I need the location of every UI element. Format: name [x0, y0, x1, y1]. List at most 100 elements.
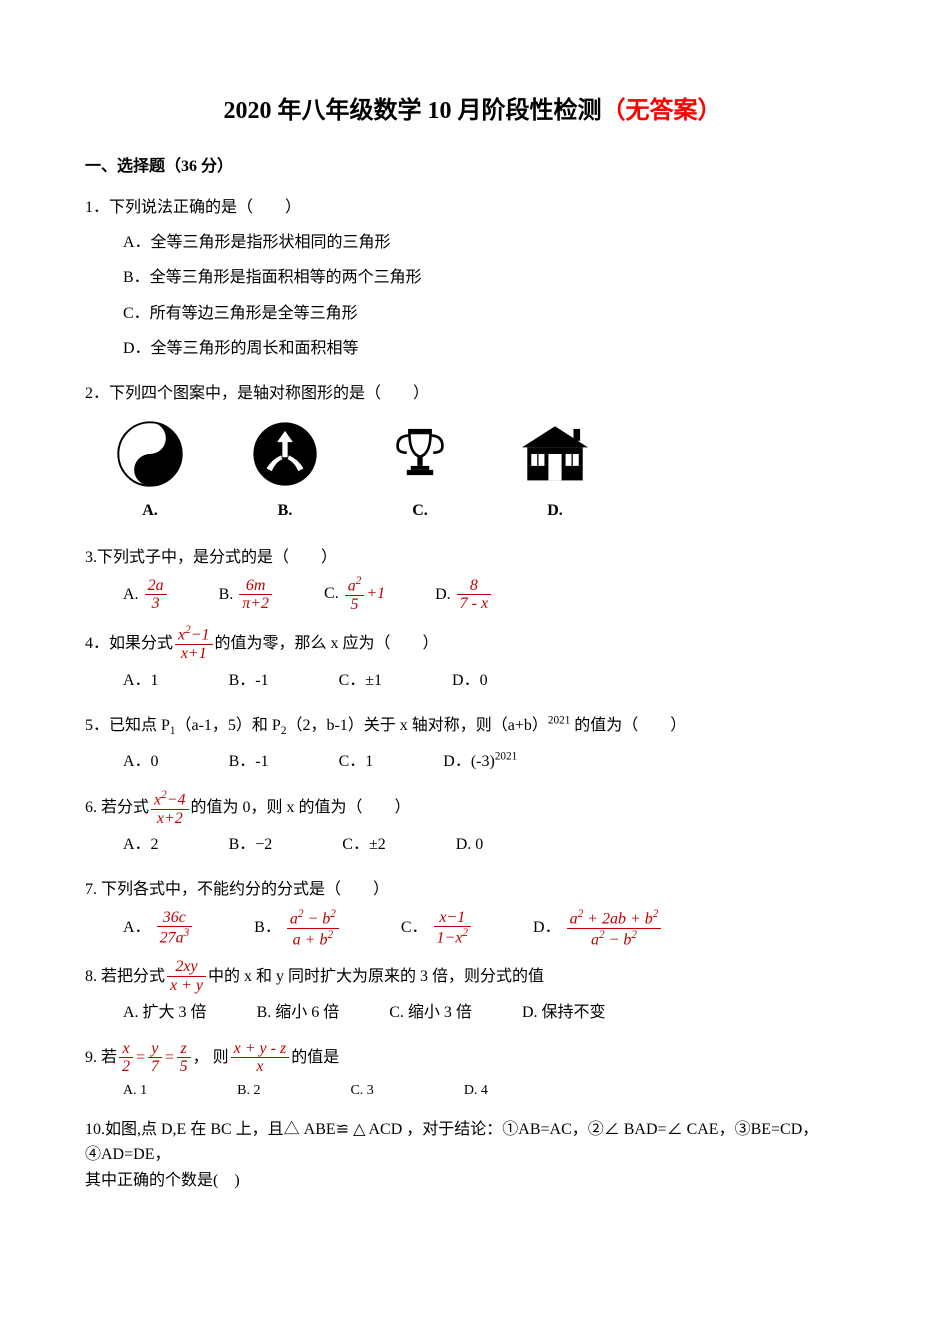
- q6-opt-a: A．2: [123, 827, 159, 862]
- q5-opt-d: D．(-3)2021: [443, 744, 517, 779]
- question-3: 3.下列式子中，是分式的是（ ） A. 2a3 B. 6mπ+2 C. a25+…: [85, 540, 860, 614]
- q7-b-label: B．: [254, 919, 281, 936]
- q9-options: A. 1 B. 2 C. 3 D. 4: [85, 1076, 860, 1107]
- q5-d-pre: D．(-3): [443, 753, 495, 770]
- trophy-icon: [375, 419, 465, 489]
- q2-stem: 2．下列四个图案中，是轴对称图形的是（ ）: [85, 376, 860, 411]
- q3-c-num-a: a: [348, 578, 356, 595]
- q5-opt-b: B．-1: [229, 744, 269, 779]
- q7-a-den-sup: 3: [184, 927, 190, 939]
- q9-eq1: =: [135, 1040, 146, 1075]
- q2-opt-b: B.: [240, 419, 330, 528]
- q7-b-num-s2: 2: [330, 908, 336, 920]
- q9-opt-c: C. 3: [350, 1076, 373, 1107]
- q4-num-b: −1: [191, 626, 210, 643]
- q2-opt-c: C.: [375, 419, 465, 528]
- q5-sup: 2021: [548, 714, 570, 726]
- q9-f4d: x: [231, 1058, 290, 1076]
- title-red: （无答案）: [602, 98, 722, 124]
- q2-opt-a: A.: [105, 419, 195, 528]
- q9-opt-a: A. 1: [123, 1076, 147, 1107]
- q7-d-den-a: a: [591, 931, 599, 948]
- q7-opt-c: C． x−1 1−x2: [401, 909, 473, 948]
- q4-opt-c: C．±1: [339, 663, 382, 698]
- q5-stem-d: 的值为（ ）: [570, 717, 686, 734]
- q1-stem: 1．下列说法正确的是（ ）: [85, 190, 860, 225]
- q3-c-num-sup: 2: [356, 575, 362, 587]
- q9-opt-d: D. 4: [464, 1076, 488, 1107]
- q2-label-a: A.: [105, 493, 195, 528]
- q1-opt-a: A．全等三角形是指形状相同的三角形: [85, 225, 860, 260]
- q9-pre: 9. 若: [85, 1040, 117, 1075]
- q7-a-label: A．: [123, 919, 151, 936]
- q3-opt-a: A. 2a3: [123, 577, 169, 613]
- q6-frac: x2−4 x+2: [151, 789, 189, 828]
- q7-a-num: 36c: [157, 909, 193, 928]
- q7-c-label: C．: [401, 919, 428, 936]
- q8-frac: 2xy x + y: [167, 958, 206, 994]
- q5-stem-a: 5．已知点 P: [85, 717, 170, 734]
- q3-opt-d: D. 87 - x: [435, 577, 493, 613]
- q9-f2n: y: [148, 1040, 162, 1059]
- q8-opt-c: C. 缩小 3 倍: [389, 995, 472, 1030]
- q7-b-den-a: a: [293, 931, 301, 948]
- q3-a-num: 2a: [145, 577, 167, 596]
- q7-a-den-a: 27a: [160, 930, 184, 947]
- question-7: 7. 下列各式中，不能约分的分式是（ ） A． 36c27a3 B． a2 − …: [85, 872, 860, 948]
- q4-num: x2−1: [175, 624, 213, 645]
- q4-opt-d: D．0: [452, 663, 488, 698]
- q3-c-num: a2: [345, 575, 365, 596]
- q2-label-c: C.: [375, 493, 465, 528]
- q7-c-num: x−1: [434, 909, 472, 928]
- q6-options: A．2 B．−2 C．±2 D. 0: [85, 827, 860, 862]
- q7-d-num: a2 + 2ab + b2: [567, 908, 662, 929]
- section-1-header: 一、选择题（36 分）: [85, 153, 860, 182]
- q3-options: A. 2a3 B. 6mπ+2 C. a25+1 D. 87 - x: [85, 575, 860, 614]
- q2-label-d: D.: [510, 493, 600, 528]
- q7-b-num: a2 − b2: [287, 908, 339, 929]
- q7-d-num-a: a: [570, 910, 578, 927]
- q3-opt-c: C. a25+1: [324, 575, 385, 614]
- q5-options: A．0 B．-1 C．1 D．(-3)2021: [85, 744, 860, 779]
- q4-options: A．1 B．-1 C．±1 D．0: [85, 663, 860, 698]
- q3-c-den: 5: [345, 596, 365, 614]
- q3-b-num: 6m: [239, 577, 272, 596]
- q3-c-post: +1: [366, 585, 385, 602]
- question-1: 1．下列说法正确的是（ ） A．全等三角形是指形状相同的三角形 B．全等三角形是…: [85, 190, 860, 366]
- q7-b-den-sup: 2: [327, 929, 333, 941]
- arrow-sign-icon: [240, 419, 330, 489]
- q4-opt-a: A．1: [123, 663, 159, 698]
- title-black: 2020 年八年级数学 10 月阶段性检测: [224, 98, 602, 124]
- q9-f1n: x: [119, 1040, 133, 1059]
- q7-options: A． 36c27a3 B． a2 − b2 a + b2 C． x−1 1−x2…: [85, 908, 860, 949]
- q8-opt-b: B. 缩小 6 倍: [257, 995, 340, 1030]
- q7-b-den: a + b2: [287, 929, 339, 949]
- q6-den: x+2: [151, 810, 189, 828]
- q6-num: x2−4: [151, 789, 189, 810]
- q7-a-den: 27a3: [157, 927, 193, 947]
- q5-opt-a: A．0: [123, 744, 159, 779]
- q3-opt-b: B. 6mπ+2: [219, 577, 274, 613]
- q4-den: x+1: [175, 645, 213, 663]
- q8-den: x + y: [167, 977, 206, 995]
- q4-opt-b: B．-1: [229, 663, 269, 698]
- q9-stem: 9. 若 x2 = y7 = z5 ， 则 x + y - zx 的值是: [85, 1040, 860, 1076]
- q2-opt-d: D.: [510, 419, 600, 528]
- q9-opt-b: B. 2: [237, 1076, 260, 1107]
- q7-c-den: 1−x2: [434, 927, 472, 947]
- q3-b-label: B.: [219, 586, 234, 603]
- q6-stem: 6. 若分式 x2−4 x+2 的值为 0，则 x 的值为（ ）: [85, 789, 860, 828]
- q7-d-num-b: + 2ab + b: [583, 910, 653, 927]
- q2-images-row: A. B.: [85, 419, 860, 528]
- q4-stem: 4．如果分式 x2−1 x+1 的值为零，那么 x 应为（ ）: [85, 624, 860, 663]
- q3-d-label: D.: [435, 586, 451, 603]
- q8-opt-d: D. 保持不变: [522, 995, 606, 1030]
- q9-f3n: z: [177, 1040, 191, 1059]
- page-title: 2020 年八年级数学 10 月阶段性检测（无答案）: [85, 90, 860, 133]
- q1-opt-c: C．所有等边三角形是全等三角形: [85, 296, 860, 331]
- q3-stem: 3.下列式子中，是分式的是（ ）: [85, 540, 860, 575]
- q7-d-label: D．: [533, 919, 561, 936]
- q6-post: 的值为 0，则 x 的值为（ ）: [191, 790, 411, 825]
- q6-opt-b: B．−2: [229, 827, 273, 862]
- question-9: 9. 若 x2 = y7 = z5 ， 则 x + y - zx 的值是 A. …: [85, 1040, 860, 1107]
